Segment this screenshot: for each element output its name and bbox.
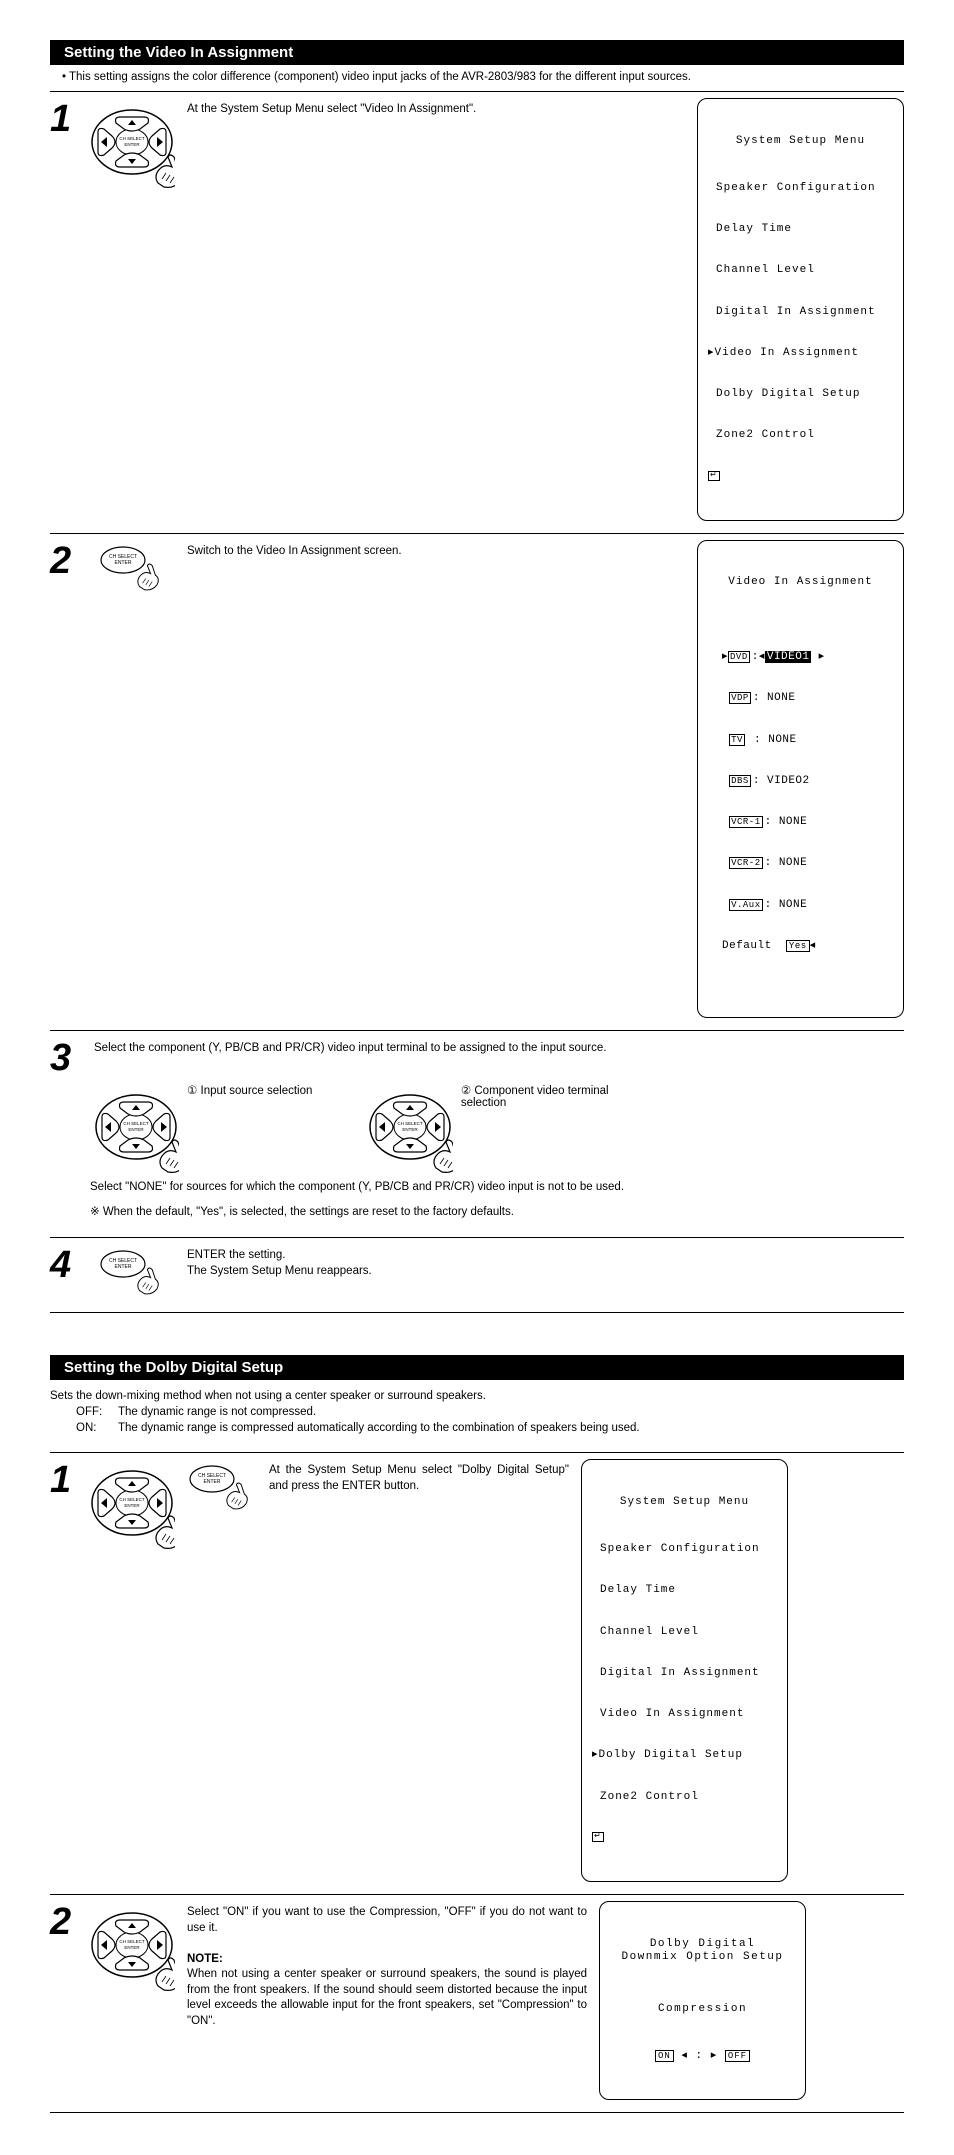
step-number: 1 <box>50 98 90 138</box>
enter-icon <box>90 544 175 596</box>
dpad-icon <box>368 1083 453 1175</box>
step-text: ENTER the setting. The System Setup Menu… <box>187 1244 904 1279</box>
section-intro: • This setting assigns the color differe… <box>50 65 904 89</box>
section-title: Setting the Dolby Digital Setup <box>50 1355 904 1380</box>
step-number: 2 <box>50 540 90 580</box>
step-intro: Select the component (Y, PB/CB and PR/CR… <box>90 1037 606 1057</box>
enter-icon <box>90 1248 175 1300</box>
step-number: 1 <box>50 1459 90 1499</box>
osd-menu: System Setup Menu Speaker Configuration … <box>697 98 904 521</box>
step-text: Switch to the Video In Assignment screen… <box>187 540 685 560</box>
step-4: 4 ENTER the setting. The System Setup Me… <box>50 1240 904 1310</box>
step-text: At the System Setup Menu select "Dolby D… <box>269 1459 569 1494</box>
osd-video-assign: Video In Assignment ▸DVD:◂VIDEO1 ▸ VDP: … <box>697 540 904 1018</box>
step-note: ※ When the default, "Yes", is selected, … <box>50 1200 514 1225</box>
dolby-step-1: 1 At the System Setup Menu select "Dolby… <box>50 1455 904 1892</box>
step-text: At the System Setup Menu select "Video I… <box>187 98 685 118</box>
step-number: 2 <box>50 1901 90 1941</box>
dpad-icon <box>90 1459 175 1551</box>
dpad-icon <box>90 1901 175 1993</box>
step-note: Select "NONE" for sources for which the … <box>50 1175 624 1200</box>
step-number: 3 <box>50 1037 90 1077</box>
osd-dolby: Dolby Digital Downmix Option Setup Compr… <box>599 1901 806 2100</box>
section-title: Setting the Video In Assignment <box>50 40 904 65</box>
section-desc: Sets the down-mixing method when not usi… <box>50 1380 904 1450</box>
step-text: Select "ON" if you want to use the Compr… <box>187 1901 587 2029</box>
dpad-icon <box>94 1083 179 1175</box>
dpad-icon <box>90 98 175 190</box>
step-3: 3 Select the component (Y, PB/CB and PR/… <box>50 1033 904 1236</box>
enter-icon <box>187 1463 257 1515</box>
osd-menu: System Setup Menu Speaker Configuration … <box>581 1459 788 1882</box>
component-terminal-label: ② Component video terminal selection <box>461 1083 622 1109</box>
step-1: 1 At the System Setup Menu select "Video… <box>50 94 904 531</box>
dolby-step-2: 2 Select "ON" if you want to use the Com… <box>50 1897 904 2110</box>
input-source-label: ① Input source selection <box>187 1083 312 1097</box>
step-number: 4 <box>50 1244 90 1284</box>
step-2: 2 Switch to the Video In Assignment scre… <box>50 536 904 1028</box>
